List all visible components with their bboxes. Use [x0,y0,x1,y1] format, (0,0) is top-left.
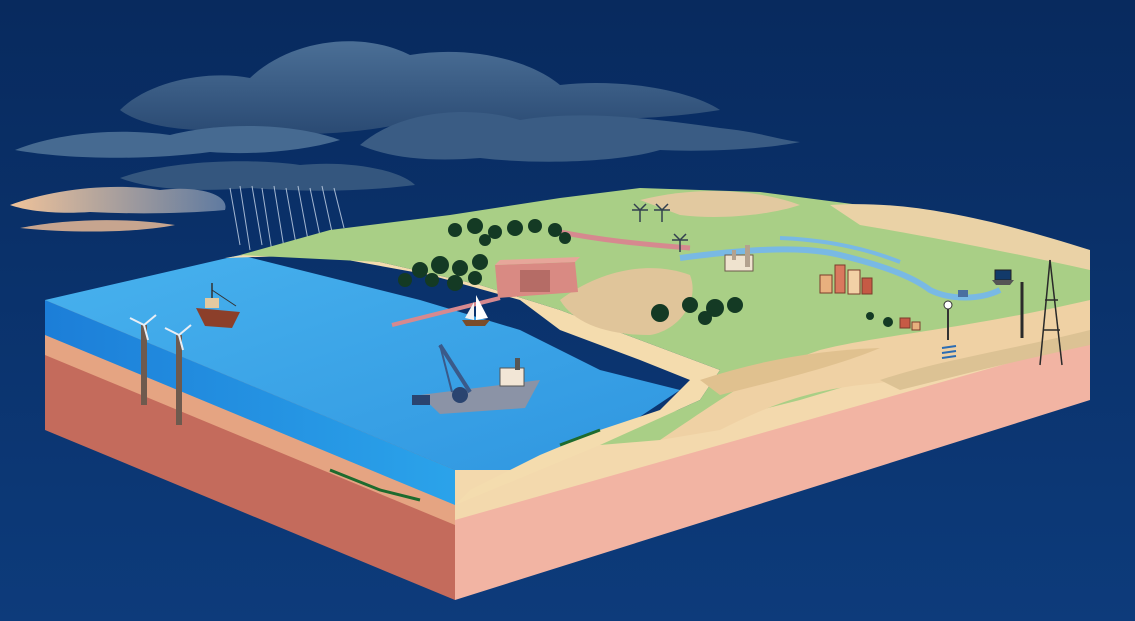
dunes [660,300,1090,440]
monitoring-station-icon [941,290,968,359]
sea-front-face [45,300,455,505]
tree-icon [398,218,893,327]
town-icon [819,264,921,331]
boat-icon [196,283,240,328]
rain-cloud-icon [10,41,800,253]
beach [225,252,720,505]
factory-icon [724,245,754,272]
sailboat-icon [462,295,490,326]
windmill-icon [632,203,688,252]
antenna-tower-icon [1039,259,1063,366]
dredger-icon [412,343,540,414]
ground-block [45,188,1090,600]
wind-turbine-icon [129,314,192,425]
groyne [391,296,501,327]
laptop-icon [992,269,1014,285]
dam-icon [495,257,580,298]
river [679,246,1002,301]
